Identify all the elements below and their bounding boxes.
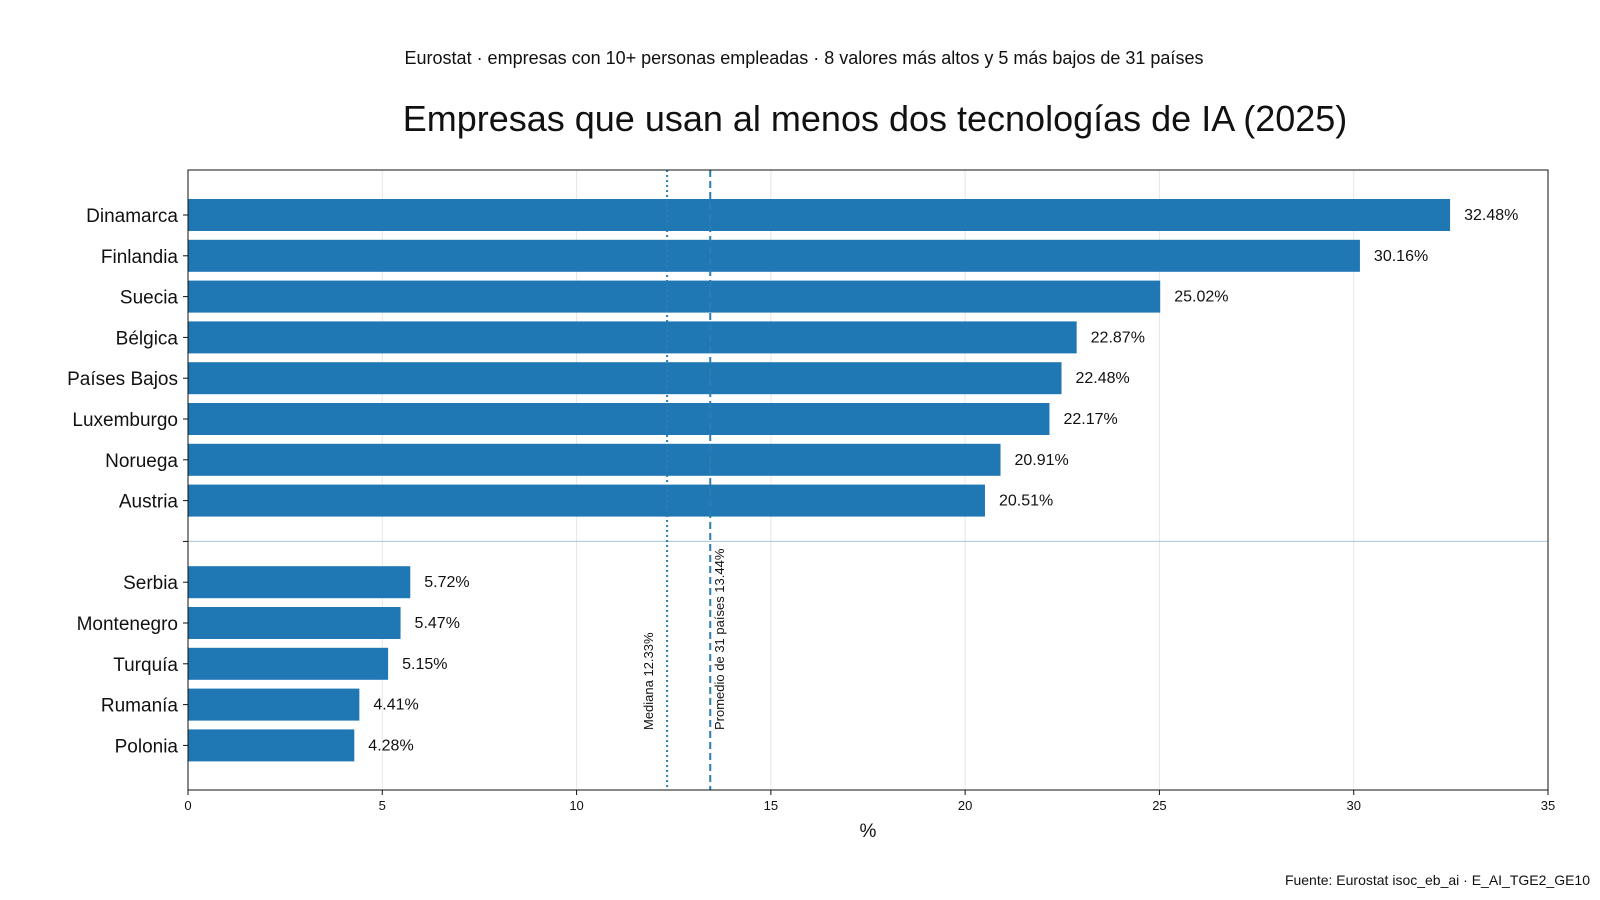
top-value-label-3: 22.87% <box>1091 329 1145 346</box>
x-axis-title: % <box>860 821 877 842</box>
top-bar-5 <box>188 403 1050 435</box>
bottom-value-label-4: 4.28% <box>368 737 413 754</box>
bottom-value-label-0: 5.72% <box>424 574 469 591</box>
reference-line-label-1: Promedio de 31 países 13.44% <box>712 548 727 730</box>
top-bar-6 <box>188 443 1001 476</box>
chart-subtitle-text: Eurostat · empresas con 10+ personas emp… <box>404 48 1204 68</box>
bottom-value-label-1: 5.47% <box>415 615 460 632</box>
bottom-category-label-2: Turquía <box>113 655 178 676</box>
xtick-label-4: 20 <box>958 798 972 813</box>
top-category-label-7: Austria <box>119 492 179 513</box>
top-bar-0 <box>188 199 1451 231</box>
bottom-category-label-4: Polonia <box>115 736 179 757</box>
top-value-label-6: 20.91% <box>1015 452 1069 469</box>
bottom-value-label-3: 4.41% <box>373 697 418 714</box>
top-category-label-0: Dinamarca <box>86 206 178 227</box>
top-category-label-3: Bélgica <box>116 328 179 349</box>
xtick-label-5: 25 <box>1152 798 1166 813</box>
bottom-bar-2 <box>188 647 389 680</box>
xtick-label-1: 5 <box>379 798 386 813</box>
source-note: Fuente: Eurostat isoc_eb_ai · E_AI_TGE2_… <box>1284 872 1590 888</box>
top-bar-3 <box>188 321 1077 354</box>
top-category-label-1: Finlandia <box>101 247 179 268</box>
top-value-label-1: 30.16% <box>1374 248 1428 265</box>
top-value-label-0: 32.48% <box>1464 207 1518 224</box>
top-value-label-5: 22.17% <box>1063 411 1117 428</box>
top-category-label-4: Países Bajos <box>67 369 178 390</box>
bottom-category-label-1: Montenegro <box>77 614 178 635</box>
top-bar-7 <box>188 484 985 517</box>
xtick-label-7: 35 <box>1541 798 1555 813</box>
top-bar-1 <box>188 239 1360 272</box>
bottom-value-label-2: 5.15% <box>402 656 447 673</box>
top-category-label-5: Luxemburgo <box>72 410 178 431</box>
top-bar-2 <box>188 280 1161 313</box>
top-value-label-7: 20.51% <box>999 493 1053 510</box>
top-value-label-4: 22.48% <box>1076 370 1130 387</box>
top-value-label-2: 25.02% <box>1174 289 1228 306</box>
xtick-label-6: 30 <box>1346 798 1360 813</box>
bottom-bar-0 <box>188 566 411 599</box>
chart-title: Empresas que usan al menos dos tecnologí… <box>402 98 1348 139</box>
bottom-category-label-0: Serbia <box>123 573 178 594</box>
top-category-label-6: Noruega <box>105 451 178 472</box>
top-category-label-2: Suecia <box>120 288 179 309</box>
reference-line-label-0: Mediana 12.33% <box>641 632 656 730</box>
bottom-bar-1 <box>188 607 401 639</box>
bottom-bar-4 <box>188 729 355 762</box>
xtick-label-2: 10 <box>569 798 583 813</box>
xtick-label-0: 0 <box>184 798 191 813</box>
top-bar-4 <box>188 362 1062 395</box>
bottom-bar-3 <box>188 688 360 721</box>
bottom-category-label-3: Rumanía <box>101 696 179 717</box>
plot-frame <box>187 169 1549 791</box>
xtick-label-3: 15 <box>764 798 778 813</box>
